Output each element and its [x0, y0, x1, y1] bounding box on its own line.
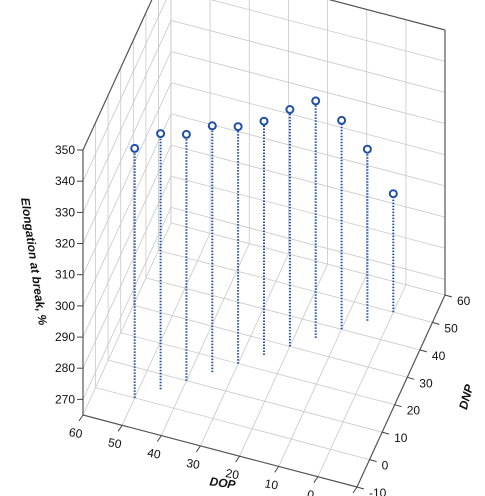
side-wall-grid-line — [82, 113, 172, 307]
x-axis-title: DOP — [209, 474, 238, 492]
data-point — [181, 129, 191, 139]
y-tick-label: 10 — [394, 431, 408, 445]
x-tick — [117, 425, 123, 432]
y-tick — [381, 431, 390, 435]
floor-grid-line — [133, 304, 408, 378]
y-tick — [369, 459, 377, 463]
y-tick — [432, 321, 440, 325]
x-tick-label: 0 — [306, 487, 315, 496]
y-tick — [419, 349, 428, 353]
back-wall-grid-line — [170, 51, 446, 124]
data-stems — [130, 96, 398, 398]
side-wall-grid-line — [82, 176, 172, 369]
y-axis-line — [356, 294, 446, 488]
x-tick-label: 60 — [68, 425, 84, 441]
floor-grid-line — [107, 359, 383, 433]
x-tick — [352, 486, 358, 494]
y-tick-label: 20 — [407, 404, 421, 418]
side-wall-grid-line — [82, 0, 167, 182]
y-axis-title: DNP — [456, 382, 476, 411]
side-wall-grid-line — [82, 207, 172, 400]
z-tick-label: 300 — [55, 299, 75, 313]
floor-grid-line — [239, 263, 328, 457]
floor-grid-line — [158, 250, 433, 323]
side-wall-grid-line — [82, 0, 153, 151]
z-tick-label: 340 — [55, 174, 75, 188]
floor-grid-line — [170, 222, 446, 296]
x-tick-label: 50 — [107, 435, 123, 451]
x-tick — [78, 414, 84, 422]
tick-labels: 6050403020100-10-10010203040506027028029… — [55, 143, 471, 496]
top-edge-line — [328, 0, 446, 31]
data-point — [156, 129, 166, 139]
x-tick — [235, 455, 241, 463]
side-wall-grid-line — [82, 51, 172, 244]
side-wall-grid-line — [82, 82, 172, 275]
y-tick — [407, 376, 415, 380]
back-wall-grid-line — [170, 144, 446, 218]
z-tick-label: 350 — [55, 143, 75, 157]
x-tick-label: 40 — [146, 446, 162, 462]
axis-frame — [82, 0, 446, 488]
floor-grid-line — [160, 243, 250, 436]
y-tick-label: 50 — [444, 321, 458, 335]
top-edge-line — [82, 0, 153, 151]
data-point — [259, 116, 269, 126]
axis-ticks — [77, 149, 453, 494]
back-wall-grid-line — [170, 20, 446, 93]
floor-grid-line — [82, 222, 172, 416]
floor-grid-line — [120, 332, 395, 406]
floor-grid-line — [121, 233, 211, 426]
y-tick-label: -10 — [369, 486, 387, 496]
back-wall-grid-line — [170, 175, 446, 249]
back-wall-grid-line — [170, 207, 446, 280]
data-point — [337, 115, 347, 125]
floor-grid-line — [145, 277, 421, 351]
x-tick — [195, 445, 201, 453]
y-tick — [444, 294, 453, 298]
grid-lines — [82, 0, 446, 488]
z-tick-label: 290 — [55, 330, 75, 344]
floor-grid-line — [278, 274, 368, 467]
y-tick-label: 40 — [432, 349, 446, 363]
x-axis-line — [82, 414, 358, 488]
x-tick-label: 30 — [185, 456, 201, 472]
z-tick-label: 330 — [55, 205, 75, 219]
z-tick-label: 320 — [55, 237, 75, 251]
z-axis-title: Elongation at break, % — [18, 197, 50, 327]
x-tick — [274, 466, 280, 473]
z-tick-label: 270 — [55, 392, 75, 406]
back-wall-grid-line — [210, 0, 446, 62]
y-tick — [356, 486, 365, 490]
back-wall-grid-line — [170, 82, 446, 156]
data-point — [233, 122, 243, 132]
data-point — [130, 143, 140, 153]
x-tick — [156, 435, 162, 442]
data-point — [207, 121, 217, 131]
x-tick-label: 20 — [225, 466, 241, 482]
data-point — [362, 144, 372, 154]
z-tick-label: 280 — [55, 361, 75, 375]
x-tick-label: 10 — [264, 476, 280, 492]
data-point — [388, 189, 398, 199]
z-tick-label: 310 — [55, 268, 75, 282]
y-tick-label: 30 — [419, 376, 433, 390]
y-tick-label: 60 — [457, 294, 471, 308]
floor-grid-line — [200, 253, 289, 447]
side-wall-grid-line — [82, 20, 172, 213]
floor-grid-line — [317, 284, 407, 477]
data-point — [285, 105, 295, 114]
floor-grid-line — [95, 387, 370, 460]
x-tick — [313, 476, 319, 483]
data-point — [311, 96, 321, 106]
side-wall-grid-line — [82, 144, 172, 338]
y-tick-label: 0 — [382, 459, 389, 473]
y-tick — [394, 404, 402, 408]
